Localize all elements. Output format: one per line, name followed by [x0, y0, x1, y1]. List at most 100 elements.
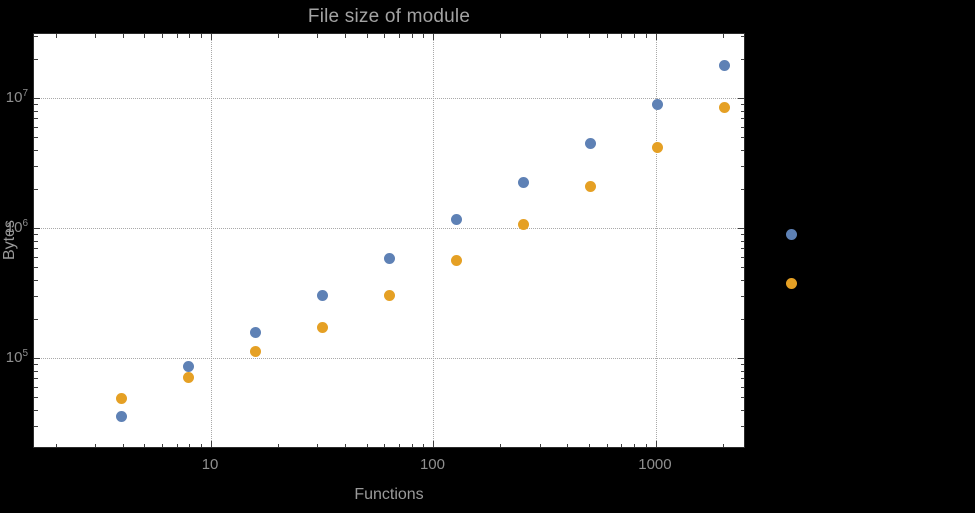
- tick-mark: [539, 443, 541, 447]
- tick-mark: [34, 103, 38, 105]
- tick-mark: [34, 279, 38, 281]
- tick-mark: [94, 443, 96, 447]
- tick-mark: [122, 443, 124, 447]
- tick-mark: [34, 227, 40, 229]
- tick-mark: [122, 34, 124, 38]
- tick-mark: [740, 188, 744, 190]
- tick-mark: [55, 34, 57, 38]
- tick-mark: [740, 126, 744, 128]
- tick-mark: [366, 443, 368, 447]
- tick-mark: [645, 34, 647, 38]
- tick-mark: [411, 34, 413, 38]
- tick-mark: [740, 386, 744, 388]
- tick-mark: [278, 443, 279, 447]
- tick-mark: [655, 441, 657, 447]
- tick-mark: [161, 34, 163, 38]
- tick-mark: [740, 35, 744, 37]
- tick-mark: [634, 443, 636, 447]
- tick-mark: [634, 34, 636, 38]
- tick-mark: [740, 256, 744, 258]
- tick-mark: [722, 34, 724, 38]
- gridline-vertical: [655, 34, 657, 447]
- gridline-horizontal: [34, 227, 744, 229]
- tick-mark: [606, 443, 608, 447]
- tick-mark: [433, 34, 435, 40]
- tick-mark: [740, 364, 744, 366]
- tick-mark: [211, 34, 213, 40]
- tick-mark: [433, 441, 435, 447]
- tick-mark: [740, 103, 744, 105]
- y-tick-label: 106: [5, 217, 28, 236]
- tick-mark: [621, 443, 623, 447]
- tick-mark: [34, 137, 38, 139]
- tick-mark: [740, 279, 744, 281]
- tick-mark: [738, 227, 744, 229]
- gridline-vertical: [433, 34, 435, 447]
- data-point: [785, 277, 797, 289]
- tick-mark: [399, 34, 401, 38]
- tick-mark: [278, 34, 279, 38]
- tick-mark: [34, 35, 38, 37]
- tick-mark: [344, 34, 346, 38]
- tick-mark: [34, 256, 38, 258]
- tick-mark: [740, 165, 744, 167]
- tick-mark: [34, 426, 38, 428]
- tick-mark: [500, 34, 502, 38]
- tick-mark: [423, 34, 425, 38]
- tick-mark: [738, 358, 744, 360]
- tick-mark: [34, 409, 38, 411]
- tick-mark: [740, 397, 744, 399]
- gridline-horizontal: [34, 358, 744, 360]
- tick-mark: [34, 118, 38, 120]
- tick-mark: [500, 443, 502, 447]
- tick-mark: [740, 137, 744, 139]
- tick-mark: [34, 364, 38, 366]
- tick-mark: [722, 443, 724, 447]
- gridline-horizontal: [34, 97, 744, 99]
- data-point: [785, 228, 797, 240]
- tick-mark: [738, 97, 744, 99]
- tick-mark: [411, 443, 413, 447]
- tick-mark: [34, 248, 38, 250]
- tick-mark: [567, 34, 569, 38]
- tick-mark: [34, 318, 38, 320]
- tick-mark: [740, 240, 744, 242]
- tick-mark: [34, 386, 38, 388]
- tick-mark: [34, 97, 40, 99]
- tick-mark: [176, 34, 178, 38]
- tick-mark: [645, 443, 647, 447]
- tick-mark: [740, 426, 744, 428]
- tick-mark: [317, 443, 319, 447]
- tick-mark: [366, 34, 368, 38]
- tick-mark: [567, 443, 569, 447]
- tick-mark: [740, 58, 744, 60]
- tick-mark: [384, 34, 386, 38]
- tick-mark: [588, 34, 590, 38]
- tick-mark: [176, 443, 178, 447]
- tick-mark: [740, 118, 744, 120]
- tick-mark: [34, 296, 38, 297]
- tick-mark: [161, 443, 163, 447]
- tick-mark: [740, 370, 744, 372]
- tick-mark: [211, 441, 213, 447]
- tick-mark: [539, 34, 541, 38]
- tick-mark: [740, 378, 744, 380]
- tick-mark: [384, 443, 386, 447]
- x-tick-label: 10: [201, 456, 219, 473]
- tick-mark: [34, 378, 38, 380]
- tick-mark: [740, 110, 744, 112]
- tick-mark: [34, 149, 38, 151]
- tick-mark: [34, 110, 38, 112]
- tick-mark: [34, 165, 38, 167]
- tick-mark: [740, 296, 744, 297]
- tick-mark: [34, 188, 38, 190]
- tick-mark: [740, 409, 744, 411]
- tick-mark: [34, 58, 38, 60]
- y-tick-label: 105: [5, 348, 28, 367]
- tick-mark: [588, 443, 590, 447]
- tick-mark: [655, 34, 657, 40]
- tick-mark: [399, 443, 401, 447]
- tick-mark: [34, 370, 38, 372]
- tick-mark: [344, 443, 346, 447]
- tick-mark: [34, 233, 38, 235]
